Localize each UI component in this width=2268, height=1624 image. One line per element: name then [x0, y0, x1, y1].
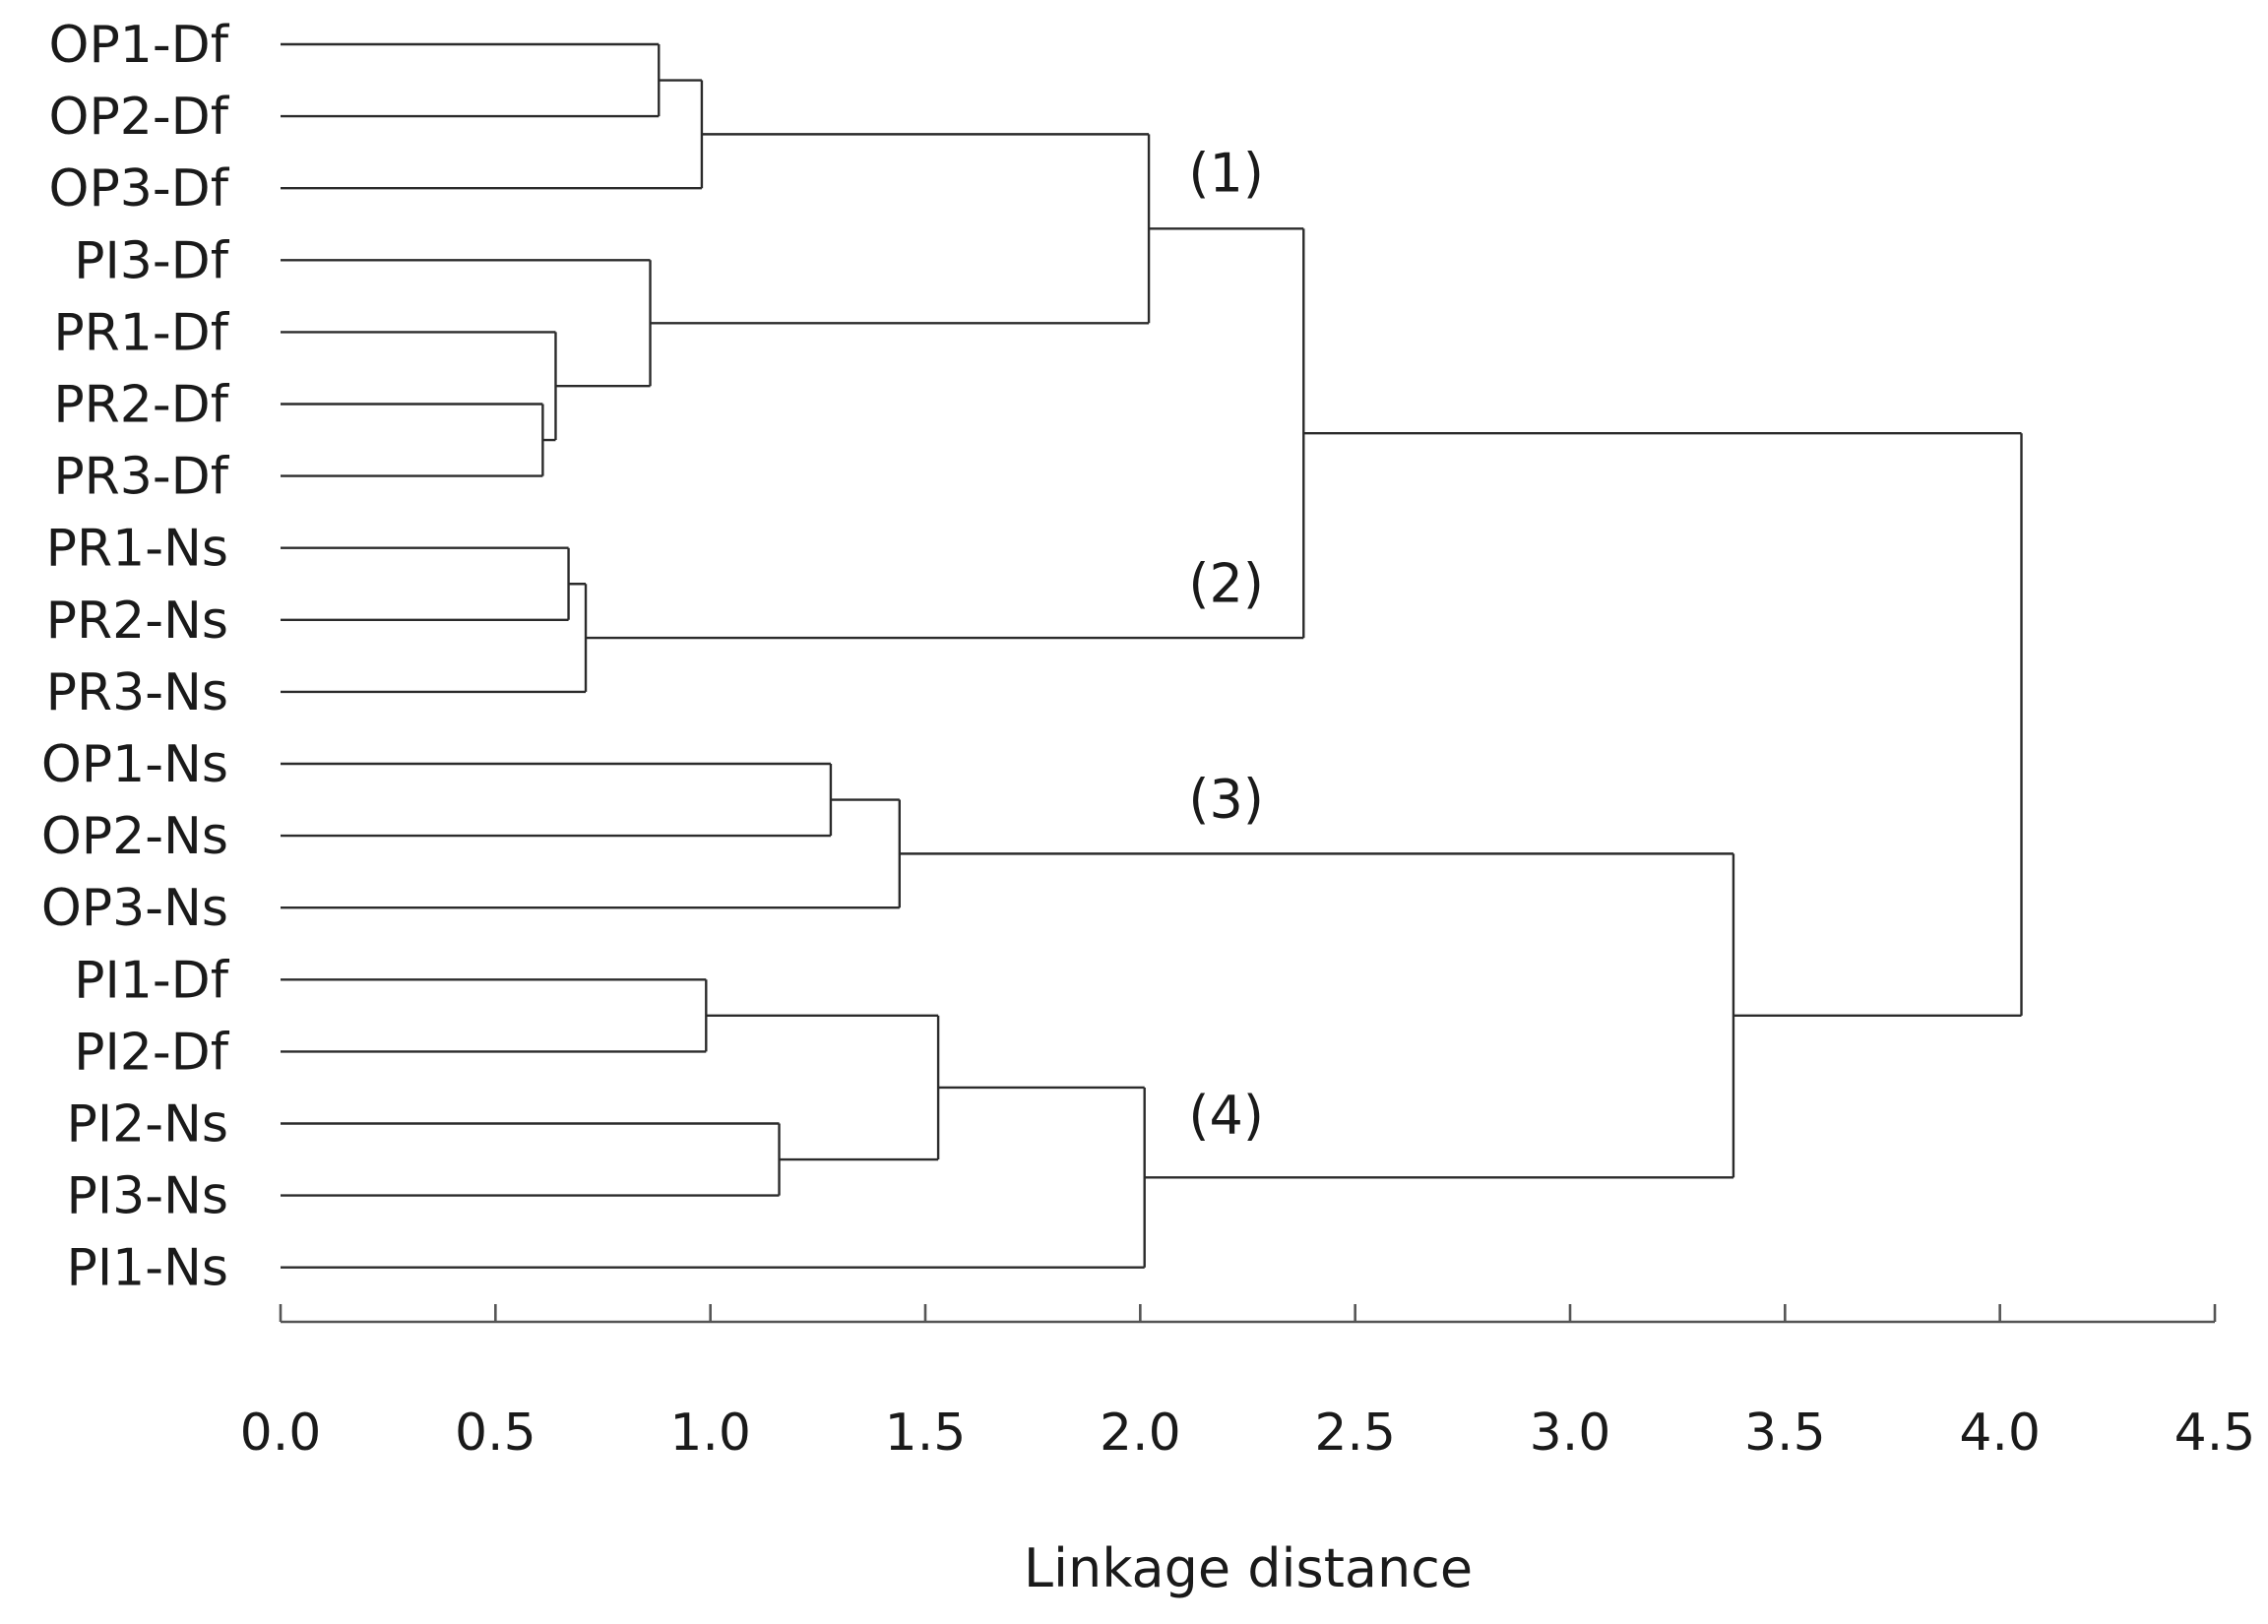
merge-PR123Df: [281, 331, 557, 442]
merge-OPNs12: [281, 762, 833, 838]
leaf-label: PI2-Df: [74, 1023, 230, 1082]
x-axis: 0.0 0.5 1.0 1.5 2.0 2.5 3.0 3.5 4.0 4.5: [240, 1304, 2256, 1463]
x-tick-label: 0.0: [240, 1404, 322, 1463]
x-tick-label: 0.5: [455, 1404, 536, 1463]
leaf-label: OP2-Df: [49, 88, 230, 147]
leaf-label: PR2-Df: [53, 376, 229, 435]
merge-C4: [281, 1086, 1146, 1269]
leaf-label: PI3-Ns: [66, 1167, 228, 1226]
cluster-annotation: (3): [1188, 769, 1264, 831]
leaf-label: OP3-Ns: [41, 879, 228, 938]
merge-OPNs: [281, 798, 901, 909]
cluster-annotation: (1): [1188, 143, 1264, 205]
leaf-label: OP1-Ns: [41, 735, 228, 794]
leaf-label: PR3-Df: [53, 448, 229, 507]
merge-OPDf: [281, 79, 704, 190]
x-tick-label: 4.5: [2174, 1404, 2256, 1463]
merge-C34: [899, 852, 1735, 1179]
cluster-annotation: (2): [1188, 552, 1264, 614]
leaf-label: PI2-Ns: [66, 1095, 228, 1155]
leaf-label: OP1-Df: [49, 16, 230, 75]
merge-PINs23: [281, 1122, 781, 1197]
leaf-label: PR2-Ns: [46, 592, 228, 651]
leaf-labels: OP1-Df OP2-Df OP3-Df PI3-Df PR1-Df PR2-Df PR3-…: [41, 16, 230, 1298]
merge-PImix: [706, 1014, 940, 1161]
leaf-label: OP3-Df: [49, 159, 230, 219]
merge-PIPR: [281, 259, 652, 388]
x-tick-label: 3.0: [1530, 1404, 1611, 1463]
cluster-annotation: (4): [1188, 1085, 1264, 1147]
x-tick-label: 3.5: [1744, 1404, 1826, 1463]
merge-root: [1303, 431, 2023, 1018]
x-tick-label: 1.0: [669, 1404, 751, 1463]
leaf-label: PR3-Ns: [46, 663, 228, 722]
x-axis-title: Linkage distance: [1024, 1537, 1473, 1599]
merge-PRNs12: [281, 546, 570, 621]
leaf-label: OP2-Ns: [41, 807, 228, 866]
merge-PRNs: [281, 583, 588, 694]
leaf-label: PI1-Df: [74, 951, 230, 1010]
merge-PR23Df: [281, 403, 544, 477]
links-layer: [281, 42, 2023, 1269]
cluster-annotations: (1) (2) (3) (4): [1188, 143, 1264, 1148]
merge-PI12Df: [281, 978, 708, 1053]
leaf-label: PI3-Df: [74, 231, 230, 290]
leaf-label: PI1-Ns: [66, 1239, 228, 1298]
merge-OP12Df: [281, 42, 661, 118]
x-tick-label: 4.0: [1959, 1404, 2041, 1463]
x-tick-label: 2.0: [1100, 1404, 1181, 1463]
x-axis-ticks: 0.0 0.5 1.0 1.5 2.0 2.5 3.0 3.5 4.0 4.5: [240, 1304, 2256, 1463]
x-tick-label: 2.5: [1314, 1404, 1396, 1463]
x-tick-label: 1.5: [885, 1404, 967, 1463]
leaf-label: PR1-Ns: [46, 520, 228, 579]
merge-C1: [650, 133, 1151, 325]
leaf-label: PR1-Df: [53, 303, 229, 362]
